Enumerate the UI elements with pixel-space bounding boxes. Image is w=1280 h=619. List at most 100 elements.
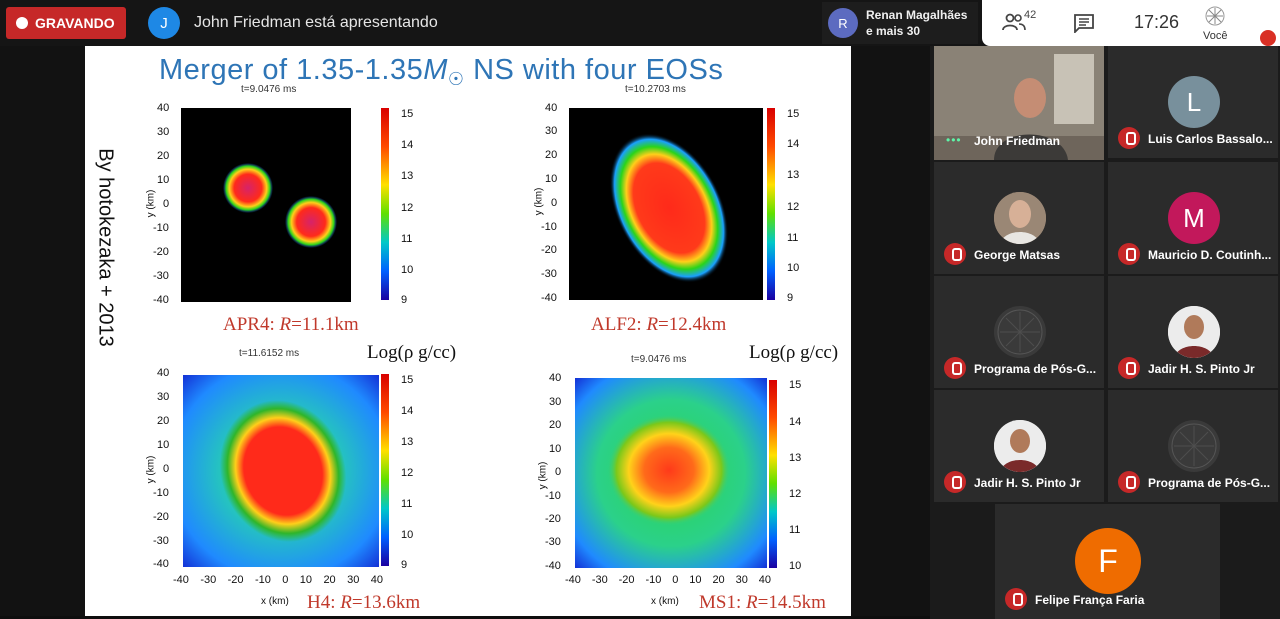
cbar-tick: 12 <box>401 202 414 214</box>
x-tick: 40 <box>758 574 771 586</box>
participant-photo <box>994 192 1046 244</box>
program-logo-icon <box>1171 423 1217 469</box>
people-icon <box>1002 13 1026 31</box>
mic-off-icon <box>1118 357 1140 379</box>
y-tick: 30 <box>545 125 558 137</box>
plot-time: t=11.6152 ms <box>239 348 300 359</box>
plot-time: t=9.0476 ms <box>241 84 297 95</box>
participant-tile[interactable]: L Luis Carlos Bassalo... <box>1108 46 1278 158</box>
cbar-tick: 15 <box>787 108 800 120</box>
participant-tile[interactable]: George Matsas <box>934 162 1104 274</box>
y-tick: -10 <box>153 222 169 234</box>
mic-off-icon <box>1005 588 1027 610</box>
top-bar: GRAVANDO J John Friedman está apresentan… <box>0 0 1280 46</box>
participant-tile[interactable]: Jadir H. S. Pinto Jr <box>1108 276 1278 388</box>
x-tick: 30 <box>735 574 748 586</box>
y-tick: 20 <box>157 150 170 162</box>
colorbar-label: Log(ρ g/cc) <box>749 342 839 363</box>
y-tick: 40 <box>157 367 170 379</box>
cbar-tick: 12 <box>401 467 414 479</box>
density-map-apr4 <box>181 108 351 302</box>
cbar-tick: 14 <box>789 416 802 428</box>
mic-off-icon <box>1118 243 1140 265</box>
self-tile[interactable]: Você <box>1200 6 1240 44</box>
participant-name: Mauricio D. Coutinh... <box>1148 248 1272 262</box>
cbar-tick: 12 <box>787 201 800 213</box>
y-tick: -40 <box>545 560 561 572</box>
participant-name: Jadir H. S. Pinto Jr <box>1148 362 1255 376</box>
y-tick: 0 <box>163 463 170 475</box>
y-tick: 30 <box>157 391 170 403</box>
others-name: Renan Magalhães <box>866 8 968 22</box>
y-tick: -20 <box>153 246 169 258</box>
mic-off-icon <box>1118 471 1140 493</box>
cbar-tick: 11 <box>401 233 413 245</box>
y-tick: 0 <box>555 466 562 478</box>
x-tick: 0 <box>282 574 289 586</box>
participant-tile[interactable]: ••• John Friedman <box>934 46 1104 160</box>
participant-tile[interactable]: Programa de Pós-G... <box>1108 390 1278 502</box>
cbar-tick: 14 <box>401 405 414 417</box>
x-tick: 40 <box>370 574 383 586</box>
participant-photo <box>994 420 1046 472</box>
participant-avatar: L <box>1168 76 1220 128</box>
y-tick: 0 <box>551 197 558 209</box>
participant-tile[interactable]: M Mauricio D. Coutinh... <box>1108 162 1278 274</box>
other-participants-chip[interactable]: R Renan Magalhães e mais 30 <box>822 2 978 44</box>
self-mic-off-icon <box>1260 30 1276 46</box>
x-tick: -40 <box>565 574 581 586</box>
participant-photo <box>1168 306 1220 358</box>
y-tick: -30 <box>153 535 169 547</box>
cbar-tick: 15 <box>401 374 414 386</box>
x-tick: 10 <box>689 574 702 586</box>
x-axis-label: x (km) <box>651 596 679 607</box>
y-tick: 10 <box>549 443 562 455</box>
x-tick: 20 <box>712 574 725 586</box>
x-tick: -10 <box>254 574 271 586</box>
x-ticks-h4: -40 -30 -20 -10 0 10 20 30 40 <box>173 574 383 586</box>
cbar-tick: 13 <box>787 169 800 181</box>
x-ticks-ms1: -40 -30 -20 -10 0 10 20 30 40 <box>565 574 771 586</box>
recording-badge[interactable]: GRAVANDO <box>6 7 126 39</box>
y-tick: 10 <box>157 439 170 451</box>
y-axis-label: y (km) <box>145 455 157 484</box>
participant-name: Jadir H. S. Pinto Jr <box>974 476 1081 490</box>
x-tick: -30 <box>591 574 608 586</box>
density-map-h4 <box>183 375 379 567</box>
chat-button[interactable] <box>1073 13 1095 35</box>
participant-tile[interactable]: F Felipe França Faria <box>995 504 1220 619</box>
y-axis-label: y (km) <box>537 461 549 490</box>
density-map-ms1 <box>575 378 767 568</box>
cbar-tick: 10 <box>401 264 414 276</box>
presentation-margin-bottom <box>0 616 930 619</box>
person-photo-icon <box>994 192 1046 244</box>
y-tick: -20 <box>153 511 169 523</box>
y-tick: 10 <box>157 174 170 186</box>
university-logo-icon <box>1205 6 1225 26</box>
participant-tile[interactable]: Programa de Pós-G... <box>934 276 1104 388</box>
cbar-tick: 11 <box>401 498 413 510</box>
y-tick: -40 <box>153 558 169 570</box>
y-axis-label: y (km) <box>145 189 157 218</box>
x-tick: -40 <box>173 574 189 586</box>
x-axis-label: x (km) <box>261 596 289 607</box>
person-photo-icon <box>994 420 1046 472</box>
self-label: Você <box>1203 30 1228 42</box>
x-tick: -10 <box>645 574 662 586</box>
presentation-margin-left <box>0 46 85 619</box>
x-tick: 20 <box>323 574 336 586</box>
plot-time: t=10.2703 ms <box>625 84 686 95</box>
cbar-tick: 13 <box>401 436 414 448</box>
y-tick: 40 <box>549 372 562 384</box>
cbar-tick: 14 <box>401 139 414 151</box>
others-avatar: R <box>828 8 858 38</box>
cbar-tick: 11 <box>787 232 799 244</box>
y-tick: -10 <box>153 487 169 499</box>
x-tick: -30 <box>200 574 217 586</box>
people-button[interactable]: 42 <box>1002 9 1036 34</box>
y-tick: -30 <box>545 536 561 548</box>
x-tick: -20 <box>618 574 635 586</box>
y-tick: -40 <box>153 294 169 306</box>
participant-tile[interactable]: Jadir H. S. Pinto Jr <box>934 390 1104 502</box>
chat-icon <box>1074 14 1094 35</box>
